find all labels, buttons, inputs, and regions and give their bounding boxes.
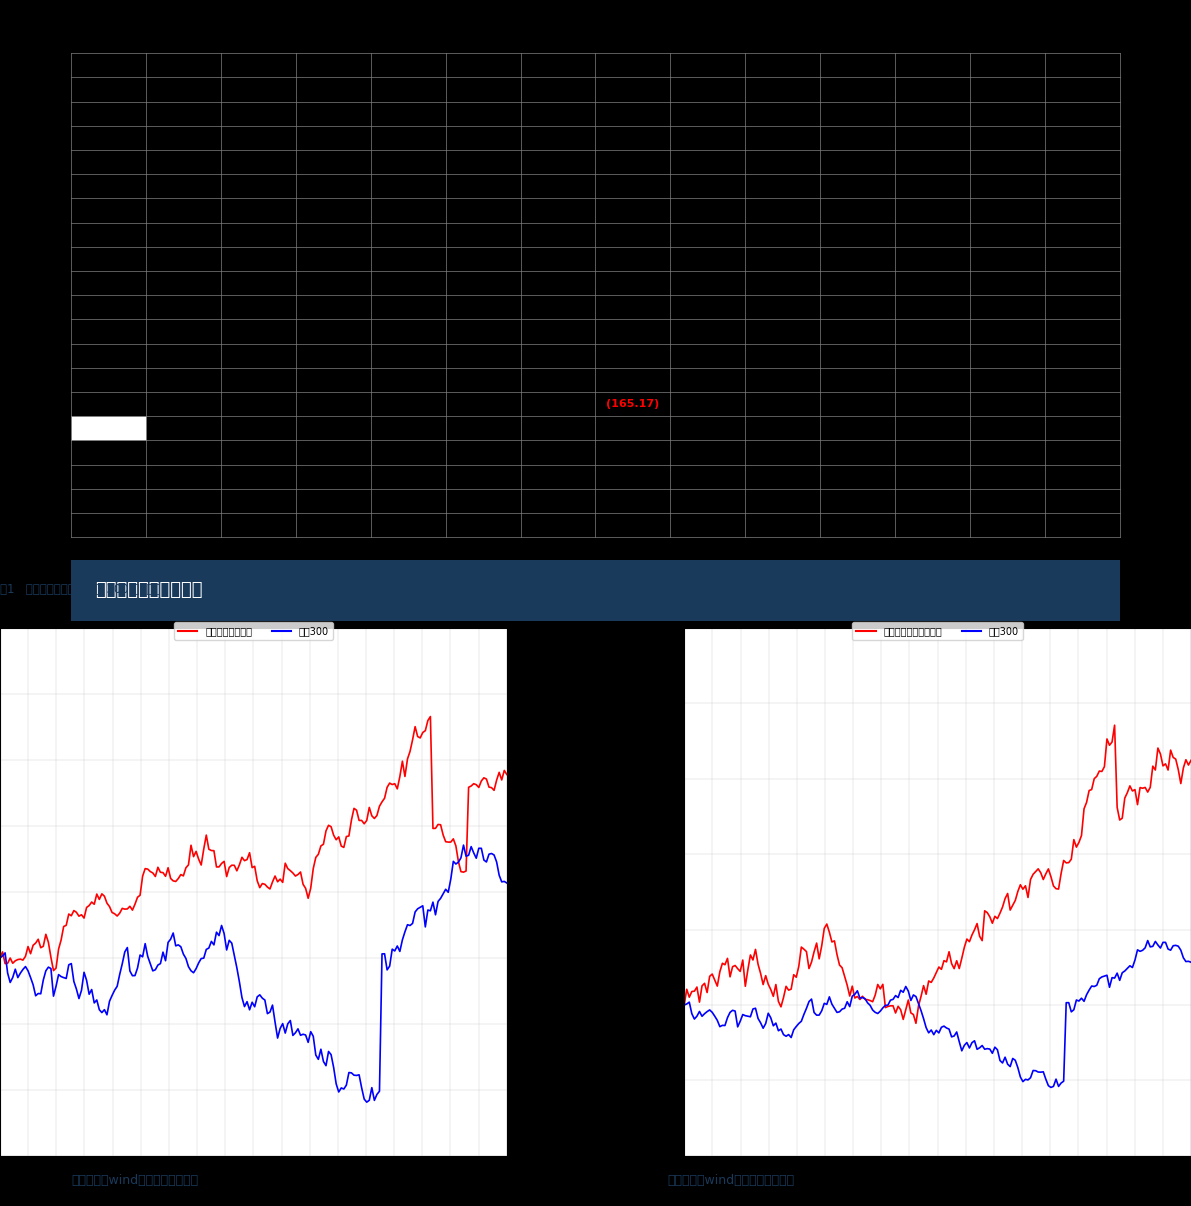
Text: 资料来源：wind，国海证券研究所: 资料来源：wind，国海证券研究所 bbox=[71, 1175, 199, 1188]
Legend: 轨道交通行业指数, 沪深300: 轨道交通行业指数, 沪深300 bbox=[174, 622, 332, 640]
Text: 图1   轨道交通行业指数与沪深 300 指数比较: 图1 轨道交通行业指数与沪深 300 指数比较 bbox=[0, 584, 161, 597]
Bar bbox=[71, 561, 1120, 621]
Text: 图2   轨道交通重点公司指数与沪深 300 指数比较: 图2 轨道交通重点公司指数与沪深 300 指数比较 bbox=[684, 584, 859, 597]
Text: (165.17): (165.17) bbox=[606, 399, 660, 409]
Text: 主题研究行业最新信息: 主题研究行业最新信息 bbox=[95, 581, 202, 599]
Bar bbox=[71, 416, 146, 440]
Text: 资料来源：wind，国海证券研究所: 资料来源：wind，国海证券研究所 bbox=[667, 1175, 794, 1188]
Legend: 轨道交通重点公司指数, 沪深300: 轨道交通重点公司指数, 沪深300 bbox=[853, 622, 1023, 640]
